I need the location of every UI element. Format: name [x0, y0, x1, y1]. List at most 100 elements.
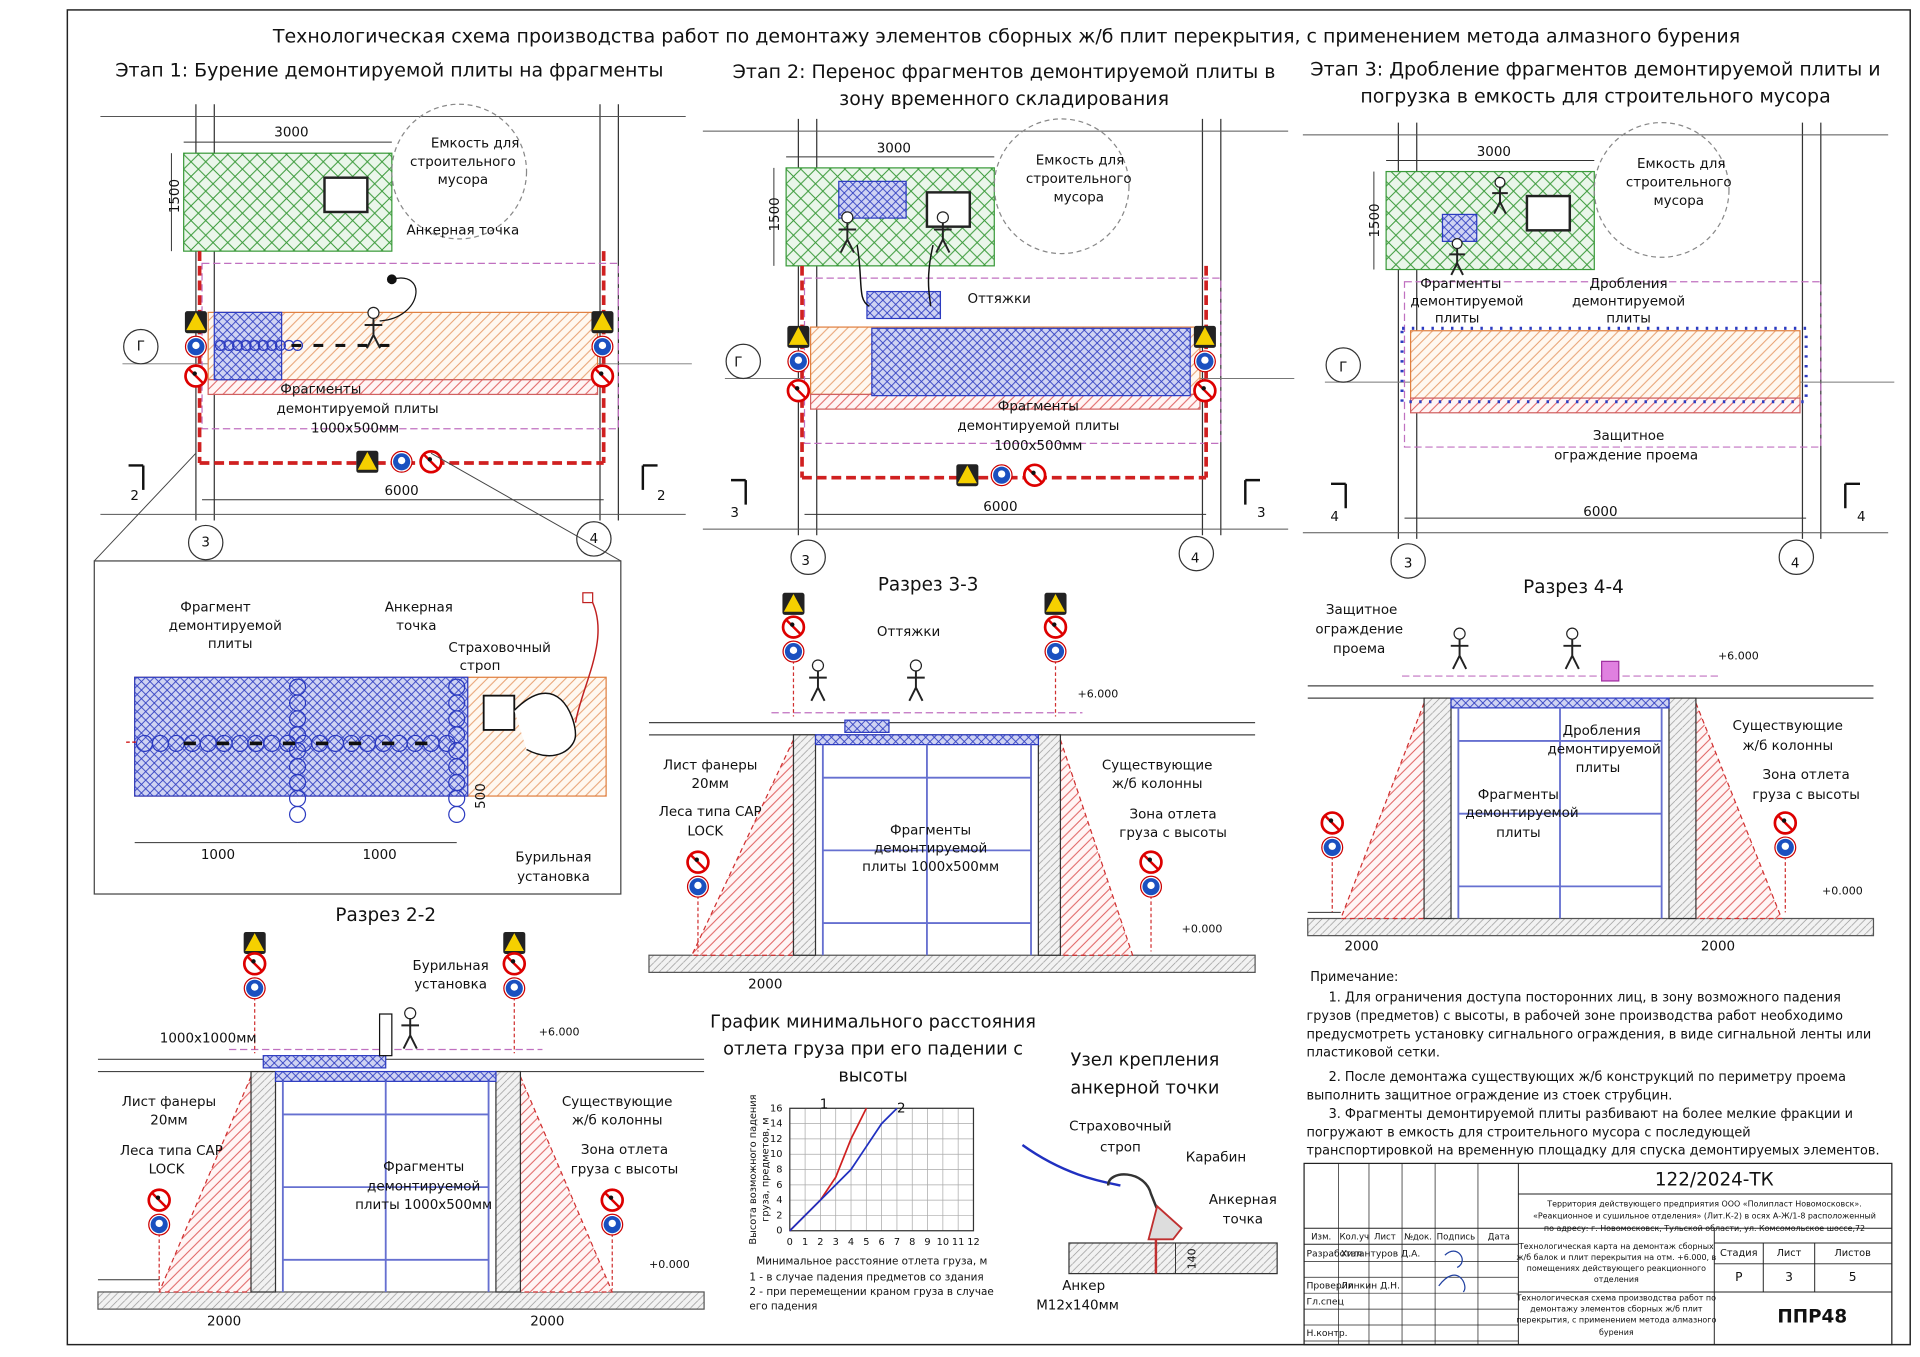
debris-container	[1525, 194, 1572, 232]
plot-frame	[789, 1107, 975, 1232]
label: Карабин	[1186, 1149, 1246, 1165]
label: +0.000	[1182, 923, 1223, 936]
fragment	[866, 290, 942, 320]
work-zone	[1403, 281, 1822, 448]
worker	[1563, 639, 1582, 670]
mandatory-sign	[192, 341, 200, 350]
label: 122/2024-ТК	[1655, 1170, 1774, 1191]
legend-label: 2	[897, 1101, 906, 1116]
guy-rope	[856, 244, 934, 307]
label: погружают в емкость для строительного му…	[1307, 1125, 1751, 1140]
worker	[401, 1018, 420, 1049]
label: Зона отлета	[1763, 768, 1850, 783]
y-tick-label: 0	[776, 1226, 782, 1237]
label: 3	[1257, 506, 1266, 521]
label: 1000х500мм	[311, 422, 399, 437]
fragment	[844, 719, 890, 733]
label: 2000	[207, 1314, 241, 1329]
label: отделения	[1594, 1275, 1639, 1284]
x-tick-label: 4	[848, 1237, 854, 1248]
label: 1000	[362, 848, 396, 863]
label: Емкость для	[1637, 157, 1725, 172]
label: демонтируемой	[367, 1180, 480, 1195]
column	[1423, 697, 1452, 920]
label: 1500	[768, 197, 783, 231]
label: 1. Для ограничения доступа посторонних л…	[1329, 991, 1841, 1006]
label: Примечание:	[1310, 970, 1398, 985]
label: выполнить защитное ограждение из стоек с…	[1307, 1089, 1673, 1104]
y-tick-label: 4	[776, 1195, 782, 1206]
label: Узел крепления	[1071, 1051, 1220, 1071]
anchor-point	[386, 274, 397, 285]
label: плиты	[1435, 312, 1480, 327]
safety-line	[574, 597, 599, 723]
label: Зона отлета	[581, 1143, 668, 1158]
label: грузов (предметов) с высоты, в рабочей з…	[1307, 1009, 1844, 1024]
sheet-frame	[66, 9, 1911, 1346]
label: отлета груза при его падении с	[723, 1040, 1023, 1060]
worker	[838, 222, 857, 254]
worker	[364, 318, 383, 349]
drill-hole	[240, 339, 252, 351]
label: Лист	[1777, 1248, 1802, 1259]
label: 2000	[530, 1314, 564, 1329]
label: Емкость для	[431, 136, 519, 151]
label: Фрагменты	[280, 383, 361, 398]
label: 4	[1857, 510, 1866, 525]
label: предусмотреть установку сигнального огра…	[1307, 1027, 1872, 1042]
prohibition-sign	[150, 1191, 168, 1209]
fragment-zone	[134, 676, 469, 797]
mandatory-sign	[1201, 356, 1209, 364]
label: 2. После демонтажа существующих ж/б конс…	[1329, 1070, 1846, 1085]
ground	[648, 954, 1256, 973]
x-tick-label: 5	[863, 1237, 869, 1248]
worker	[934, 222, 952, 254]
mandatory-sign	[598, 341, 607, 350]
y-tick-label: 6	[776, 1180, 782, 1191]
container-zone	[1593, 121, 1730, 258]
label: Высота возможного падения	[748, 1094, 759, 1244]
prohibition-sign	[251, 959, 256, 964]
label: строп	[1100, 1140, 1141, 1155]
label: демонтируемой плиты	[276, 402, 438, 417]
debris-container	[323, 176, 369, 214]
x-tick-label: 9	[924, 1237, 930, 1248]
label: Дробления	[1563, 723, 1641, 739]
mandatory-sign	[794, 356, 803, 364]
label: +6.000	[539, 1025, 580, 1038]
column	[495, 1070, 522, 1293]
label: зону временного складирования	[839, 88, 1169, 110]
axis-bubble	[187, 524, 224, 561]
axis-bubble	[790, 539, 826, 576]
axis-bubble	[123, 328, 159, 365]
x-tick-label: 8	[909, 1237, 915, 1248]
label: плиты	[1576, 761, 1621, 776]
x-tick-label: 12	[967, 1237, 979, 1248]
label: LOCK	[149, 1163, 186, 1178]
label: Фрагменты	[890, 823, 971, 838]
x-tick-label: 11	[952, 1237, 964, 1248]
label: анкерной точки	[1070, 1079, 1219, 1099]
label: погрузка в емкость для строительного мус…	[1360, 85, 1830, 107]
label: Лист фанеры	[663, 758, 757, 773]
label: Гл.спец	[1307, 1296, 1344, 1307]
label: Защитное	[1326, 603, 1397, 618]
label: установка	[414, 978, 487, 993]
debris-container	[925, 191, 972, 228]
prohibition-sign	[790, 382, 807, 399]
fragment	[1441, 213, 1478, 242]
label: транспортировкой на временную площадку д…	[1307, 1144, 1880, 1159]
label: «Реакционное и сушильное отделения» (Лит…	[1533, 1212, 1876, 1221]
prohibition-sign	[785, 618, 802, 636]
label: мусора	[1654, 194, 1705, 209]
y-tick-label: 10	[770, 1149, 782, 1160]
label: 1500	[168, 179, 183, 213]
label: мусора	[1054, 190, 1105, 205]
axis-bubble	[1778, 539, 1815, 576]
y-tick-label: 2	[776, 1210, 782, 1221]
label: 4	[590, 532, 599, 547]
drill-hole	[274, 339, 286, 351]
prohibition-sign	[1201, 386, 1206, 391]
warning-sign	[957, 465, 977, 484]
drill-hole	[448, 805, 466, 823]
